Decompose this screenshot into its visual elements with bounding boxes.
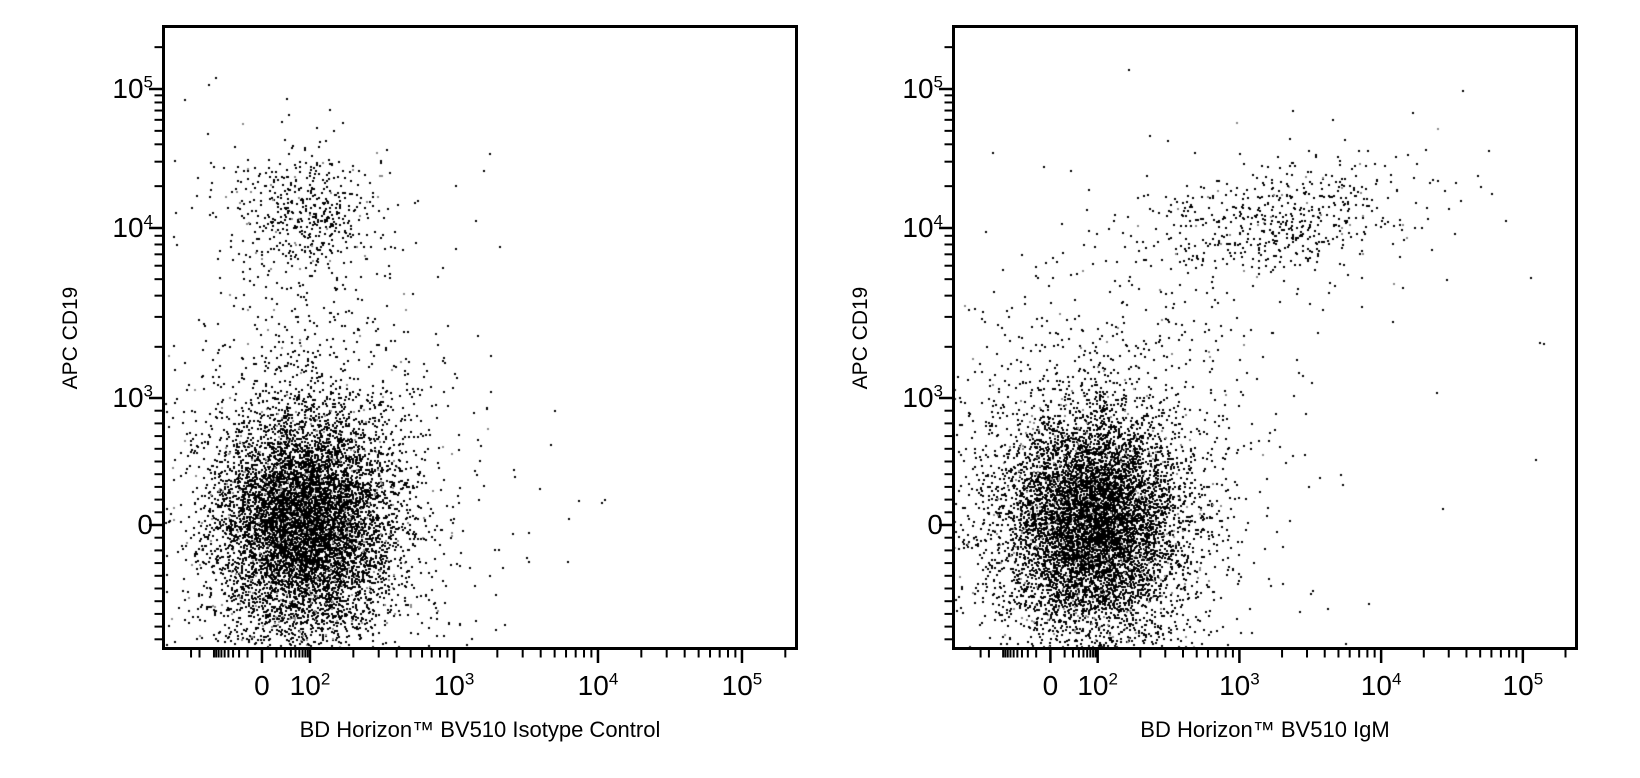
x-tick-label: 0 bbox=[254, 670, 270, 701]
x-tick-label: 103 bbox=[1219, 669, 1260, 701]
x-tick-label: 105 bbox=[721, 669, 763, 701]
x-tick-label: 0 bbox=[1042, 670, 1059, 701]
y-tick-label: 104 bbox=[112, 211, 153, 243]
y-tick-label: 0 bbox=[137, 509, 153, 540]
y-tick-label: 0 bbox=[927, 509, 943, 540]
y-tick-label: 103 bbox=[902, 381, 943, 413]
y-axis-title-left: APC CD19 bbox=[59, 286, 82, 390]
x-axis-title-right: BD Horizon™ BV510 IgM bbox=[1140, 717, 1390, 742]
x-axis-title-left: BD Horizon™ BV510 Isotype Control bbox=[299, 717, 661, 742]
x-tick-label: 103 bbox=[433, 669, 475, 701]
x-tick-label: 102 bbox=[1077, 669, 1118, 701]
x-tick-label: 104 bbox=[1360, 669, 1402, 701]
y-tick-label: 105 bbox=[112, 72, 153, 104]
x-tick-label: 102 bbox=[289, 669, 331, 701]
y-tick-label: 103 bbox=[112, 381, 153, 413]
x-tick-label: 105 bbox=[1502, 669, 1544, 701]
y-tick-label: 104 bbox=[902, 211, 943, 243]
x-tick-label: 104 bbox=[577, 669, 619, 701]
y-axis-title-right: APC CD19 bbox=[849, 286, 872, 390]
y-tick-label: 105 bbox=[902, 72, 943, 104]
